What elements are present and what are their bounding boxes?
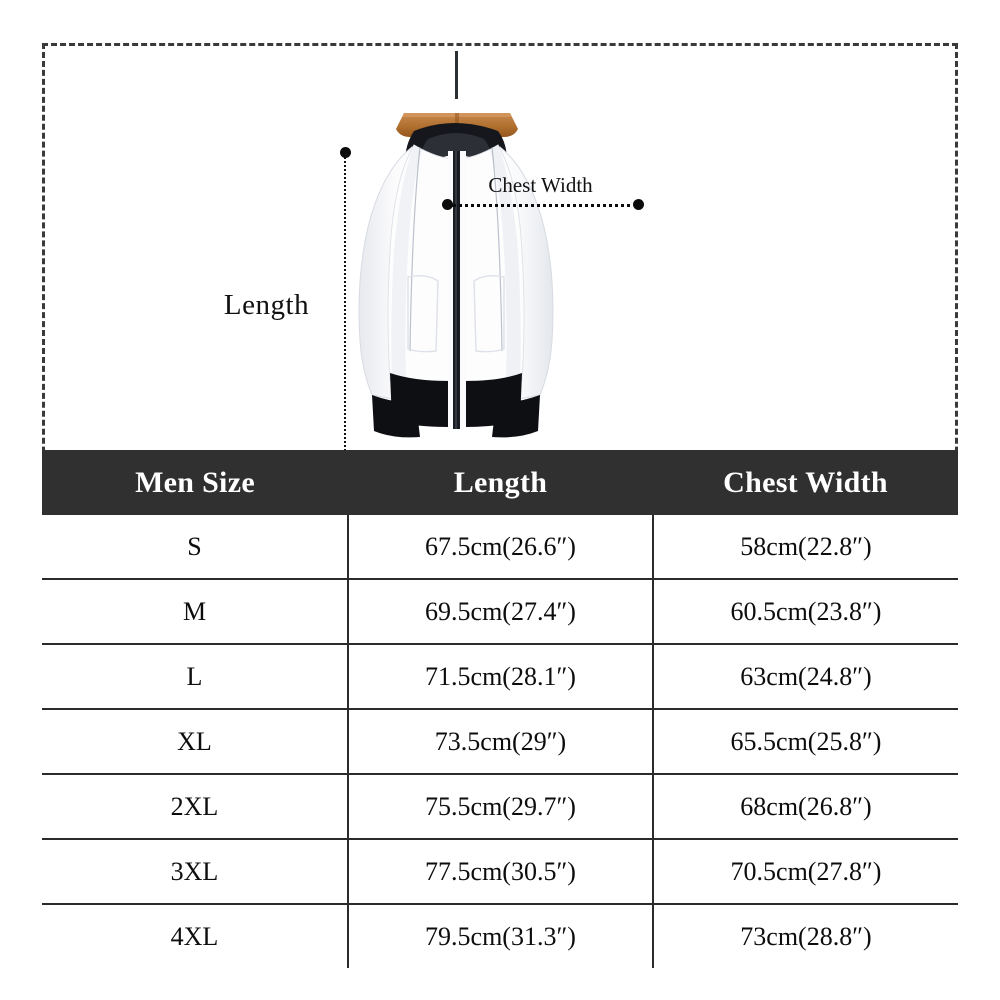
table-header: Men Size Length Chest Width [42,450,958,515]
cell-size: 4XL [42,903,348,968]
garment-illustration: Length Chest Width [42,43,958,469]
cell-chest: 73cm(28.8″) [652,903,958,968]
table-row: S 67.5cm(26.6″) 58cm(22.8″) [42,515,958,579]
jacket-zipper [448,151,466,429]
jacket-hem [390,373,522,427]
table-header-row: Men Size Length Chest Width [42,450,958,515]
cell-length: 77.5cm(30.5″) [347,838,653,904]
cell-length: 73.5cm(29″) [347,708,653,774]
length-guide-dot-top [340,147,351,158]
chest-guide-dot-left [442,199,453,210]
cell-size: 2XL [42,773,348,839]
table-row: XL 73.5cm(29″) 65.5cm(25.8″) [42,708,958,774]
cell-length: 79.5cm(31.3″) [347,903,653,968]
length-label: Length [223,289,310,321]
cell-chest: 65.5cm(25.8″) [652,708,958,774]
cell-size: M [42,578,348,644]
cell-length: 69.5cm(27.4″) [347,578,653,644]
table-body: S 67.5cm(26.6″) 58cm(22.8″) M 69.5cm(27.… [42,515,958,968]
table-row: 2XL 75.5cm(29.7″) 68cm(26.8″) [42,773,958,839]
cell-chest: 70.5cm(27.8″) [652,838,958,904]
table-row: M 69.5cm(27.4″) 60.5cm(23.8″) [42,578,958,644]
cell-size: L [42,643,348,709]
cell-length: 75.5cm(29.7″) [347,773,653,839]
length-guide-line [344,153,346,463]
column-header-length: Length [348,450,653,515]
chest-width-label: Chest Width [488,173,593,197]
chest-guide-line [452,204,638,207]
cell-length: 67.5cm(26.6″) [347,515,653,579]
cell-chest: 68cm(26.8″) [652,773,958,839]
cell-size: XL [42,708,348,774]
column-header-men-size: Men Size [42,450,348,515]
chest-guide-dot-right [633,199,644,210]
cell-size: 3XL [42,838,348,904]
column-header-chest-width: Chest Width [653,450,958,515]
hanger-hook-icon [455,51,458,99]
jacket-image [342,51,762,451]
cell-chest: 60.5cm(23.8″) [652,578,958,644]
table-row: L 71.5cm(28.1″) 63cm(24.8″) [42,643,958,709]
size-chart-table: Men Size Length Chest Width S 67.5cm(26.… [42,450,958,968]
table-row: 4XL 79.5cm(31.3″) 73cm(28.8″) [42,903,958,968]
table-row: 3XL 77.5cm(30.5″) 70.5cm(27.8″) [42,838,958,904]
cell-chest: 58cm(22.8″) [652,515,958,579]
cell-length: 71.5cm(28.1″) [347,643,653,709]
cell-chest: 63cm(24.8″) [652,643,958,709]
cell-size: S [42,515,348,579]
